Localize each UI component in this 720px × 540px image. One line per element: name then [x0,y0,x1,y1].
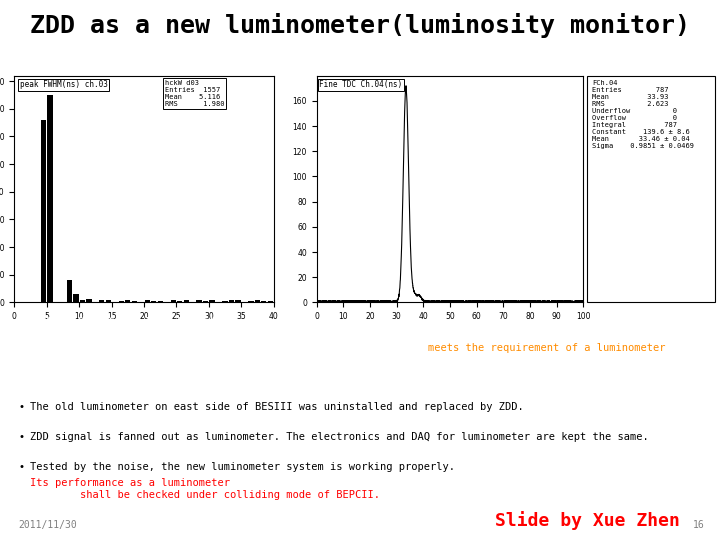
Bar [132,301,137,302]
Text: （<4ns）: （<4ns） [664,343,701,353]
Text: peak FWHM(ns) ch.03: peak FWHM(ns) ch.03 [19,80,107,89]
Bar [222,301,228,302]
Bar [268,301,273,302]
Text: •: • [18,462,24,472]
Text: Frascati cosmic ray test shows:: Frascati cosmic ray test shows: [22,314,215,325]
Bar [86,299,91,302]
Text: FCh.04
Entries        787
Mean         33.93
RMS          2.623
Underflow       : FCh.04 Entries 787 Mean 33.93 RMS 2.623 … [592,80,694,149]
Text: 2011/11/30: 2011/11/30 [18,520,77,530]
Bar [67,280,72,302]
Bar [145,300,150,302]
Bar [106,300,111,302]
Text: ZDD as a new luminometer(luminosity monitor): ZDD as a new luminometer(luminosity moni… [30,12,690,37]
Bar [73,294,78,302]
Text: The time resolution is 0.97ns, which: The time resolution is 0.97ns, which [42,343,323,353]
Bar [210,300,215,302]
Bar [119,301,124,302]
Text: meets the requirement of a luminometer: meets the requirement of a luminometer [428,343,665,353]
Bar [261,301,266,302]
Bar [203,301,208,302]
Bar [158,301,163,302]
Text: ZDD signal is fanned out as luminometer. The electronics and DAQ for luminometer: ZDD signal is fanned out as luminometer.… [30,432,649,442]
Text: The signal width is only 5.2ns, so dead time is very little.: The signal width is only 5.2ns, so dead … [42,375,467,385]
Bar [177,301,182,302]
Bar [99,300,104,302]
Text: Its performance as a luminometer
        shall be checked under colliding mode o: Its performance as a luminometer shall b… [30,478,380,500]
Text: Fine TDC Ch.04(ns): Fine TDC Ch.04(ns) [320,80,402,89]
Bar [184,300,189,302]
Bar [48,95,53,302]
Text: •: • [18,402,24,412]
Bar [171,300,176,302]
Bar [41,120,46,302]
Bar [80,300,85,302]
Bar [235,300,240,302]
Text: •: • [18,432,24,442]
Bar [197,300,202,302]
Text: The old luminometer on east side of BESIII was uninstalled and replaced by ZDD.: The old luminometer on east side of BESI… [30,402,523,412]
Bar [229,300,234,302]
Bar [125,300,130,302]
Text: hckW d03
Entries  1557
Mean    5.116
RMS      1.980: hckW d03 Entries 1557 Mean 5.116 RMS 1.9… [165,80,224,107]
Bar [255,300,260,302]
Bar [248,301,253,302]
Text: 16: 16 [693,520,705,530]
Bar [151,301,156,302]
Text: Tested by the noise, the new luminometer system is working properly.: Tested by the noise, the new luminometer… [30,462,462,472]
Text: Slide by Xue Zhen: Slide by Xue Zhen [495,511,680,530]
